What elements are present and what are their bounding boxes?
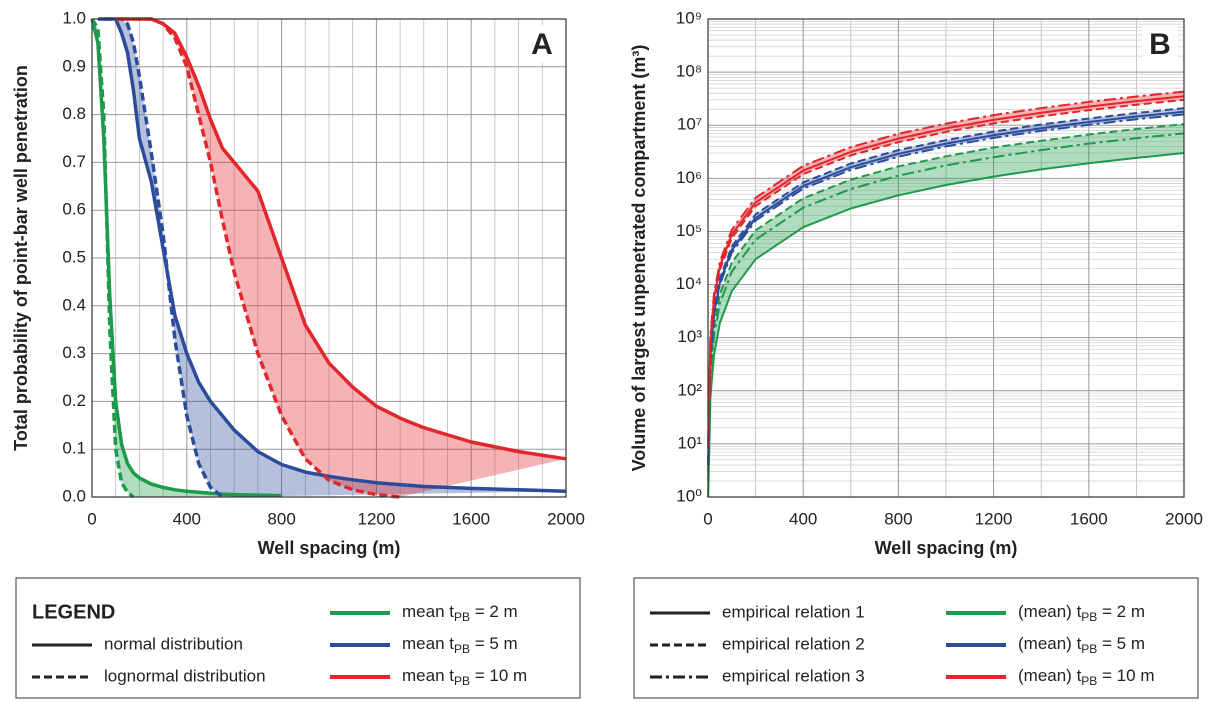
y-tick-label: 0.8 xyxy=(62,104,86,123)
y-tick-label: 10⁵ xyxy=(676,221,702,240)
y-tick-label: 0.6 xyxy=(62,200,86,219)
y-axis-title: Volume of largest unpenetrated compartme… xyxy=(629,45,649,472)
legend-subscript: PB xyxy=(454,610,470,624)
y-tick-label: 10⁸ xyxy=(676,62,702,81)
legend-text: = 10 m xyxy=(1097,666,1154,685)
panel-label-box xyxy=(1142,25,1178,63)
x-tick-label: 0 xyxy=(703,509,712,528)
series-line xyxy=(707,123,1185,472)
panel-label: B xyxy=(1149,28,1171,61)
legend-label: mean tPB = 5 m xyxy=(402,634,518,656)
legend-text: = 2 m xyxy=(470,602,518,621)
legend-label: mean tPB = 10 m xyxy=(402,666,527,688)
legend-text: (mean) t xyxy=(1018,634,1082,653)
y-tick-label: 10¹ xyxy=(677,433,702,452)
series-line xyxy=(707,132,1185,482)
series-line xyxy=(707,90,1185,442)
y-tick-label: 10⁰ xyxy=(676,486,702,505)
legend-subscript: PB xyxy=(1081,610,1097,624)
y-tick-label: 10³ xyxy=(677,327,702,346)
legend-text: mean t xyxy=(402,666,454,685)
legend-text: (mean) t xyxy=(1018,602,1082,621)
y-tick-label: 0.0 xyxy=(62,486,86,505)
x-axis-title: Well spacing (m) xyxy=(875,538,1018,558)
legend-label: empirical relation 1 xyxy=(722,602,865,621)
legend-text: = 5 m xyxy=(470,634,518,653)
x-tick-label: 400 xyxy=(789,509,817,528)
y-tick-label: 0.2 xyxy=(62,391,86,410)
legend-box xyxy=(15,577,581,699)
legend-subscript: PB xyxy=(454,674,470,688)
x-tick-label: 800 xyxy=(267,509,295,528)
x-tick-label: 800 xyxy=(884,509,912,528)
x-axis-title: Well spacing (m) xyxy=(258,538,401,558)
y-tick-label: 0.3 xyxy=(62,343,86,362)
y-tick-label: 0.9 xyxy=(62,56,86,75)
x-tick-label: 0 xyxy=(87,509,96,528)
x-tick-label: 2000 xyxy=(547,509,585,528)
legend-subscript: PB xyxy=(1081,642,1097,656)
legend-text: = 10 m xyxy=(470,666,527,685)
series-line xyxy=(97,17,567,494)
y-tick-label: 1.0 xyxy=(62,8,86,27)
legend-title: LEGEND xyxy=(32,601,115,623)
x-tick-label: 1200 xyxy=(975,509,1013,528)
legend-label: lognormal distribution xyxy=(104,666,266,685)
series-line xyxy=(90,18,135,499)
legend-label: empirical relation 3 xyxy=(722,666,865,685)
y-tick-label: 0.5 xyxy=(62,247,86,266)
legend-text: mean t xyxy=(402,602,454,621)
legend-label: empirical relation 2 xyxy=(722,634,865,653)
legend-label: (mean) tPB = 5 m xyxy=(1018,634,1145,656)
y-tick-label: 0.1 xyxy=(62,439,86,458)
legend-text: = 5 m xyxy=(1097,634,1145,653)
x-tick-label: 1200 xyxy=(357,509,395,528)
y-axis-title: Total probability of point-bar well pene… xyxy=(11,65,31,451)
y-tick-label: 10⁹ xyxy=(676,8,702,27)
legend-text: (mean) t xyxy=(1018,666,1082,685)
y-tick-label: 10² xyxy=(677,380,702,399)
y-tick-label: 0.7 xyxy=(62,152,86,171)
series-line xyxy=(707,98,1185,450)
legend-text: = 2 m xyxy=(1097,602,1145,621)
y-tick-label: 0.4 xyxy=(62,295,86,314)
x-tick-label: 400 xyxy=(173,509,201,528)
legend-label: normal distribution xyxy=(104,634,243,653)
series-line xyxy=(707,152,1185,498)
y-tick-label: 10⁷ xyxy=(677,115,702,134)
legend-box xyxy=(633,577,1199,699)
series-line xyxy=(707,107,1185,460)
band-fill xyxy=(115,19,566,497)
panel-label-box xyxy=(524,25,560,63)
series-line xyxy=(707,113,1185,466)
legend-label: (mean) tPB = 2 m xyxy=(1018,602,1145,624)
x-tick-label: 2000 xyxy=(1165,509,1203,528)
legend-label: mean tPB = 2 m xyxy=(402,602,518,624)
legend-text: mean t xyxy=(402,634,454,653)
y-tick-label: 10⁶ xyxy=(676,168,702,187)
y-tick-label: 10⁴ xyxy=(676,274,702,293)
legend-subscript: PB xyxy=(1081,674,1097,688)
plot-frame xyxy=(91,18,567,498)
plot-frame xyxy=(707,18,1185,498)
panel-label: A xyxy=(531,28,553,61)
legend-subscript: PB xyxy=(454,642,470,656)
x-tick-label: 1600 xyxy=(1070,509,1108,528)
x-tick-label: 1600 xyxy=(452,509,490,528)
legend-label: (mean) tPB = 10 m xyxy=(1018,666,1154,688)
